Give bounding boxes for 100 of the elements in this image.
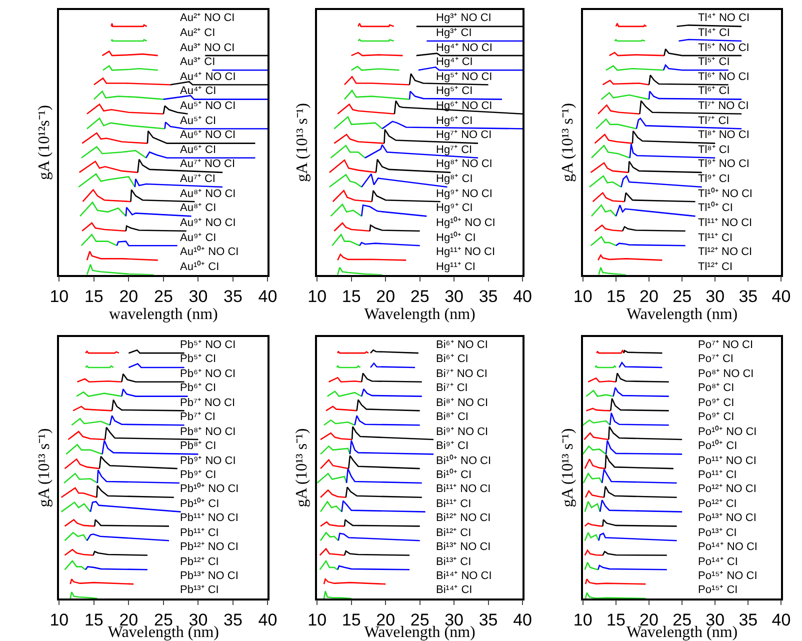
text: Pb⁷⁺ NO CI <box>180 397 236 409</box>
x-tick-label: 25 <box>154 610 173 630</box>
text: Pb¹¹⁺ CI <box>180 527 219 539</box>
text: Tl⁵⁺ NO CI <box>698 42 750 54</box>
text: Hg¹⁰⁺ CI <box>436 231 476 244</box>
text: Hg⁷⁺ CI <box>436 144 472 156</box>
x-tick-label: 10 <box>50 286 69 306</box>
x-tick-label: 35 <box>224 610 242 630</box>
x-tick-label: 30 <box>444 286 464 306</box>
x-tick-label: 15 <box>342 286 361 306</box>
x-tick-label: 25 <box>410 610 430 630</box>
x-tick-label: 15 <box>84 286 104 306</box>
text: Tl¹¹⁺ CI <box>698 232 733 244</box>
x-tick-label: 35 <box>738 610 758 630</box>
text: Bi¹³⁺ NO CI <box>436 541 491 553</box>
text: Pb¹⁰⁺ CI <box>180 497 220 510</box>
text: Tl⁹⁺ CI <box>698 173 730 185</box>
x-tick-label: 40 <box>513 286 532 306</box>
x-tick-label: 15 <box>606 610 626 630</box>
text: Pb¹³⁺ CI <box>180 584 219 596</box>
text: Bi¹³⁺ CI <box>436 556 472 568</box>
text: Po⁹⁺ CI <box>698 411 734 423</box>
text: Au⁶⁺ CI <box>180 144 216 156</box>
text: Hg⁶⁺ CI <box>436 115 473 127</box>
text: Tl⁵⁺ CI <box>698 56 730 68</box>
text: Po⁸⁺ CI <box>698 382 734 394</box>
text: Tl⁹⁺ NO CI <box>698 158 750 170</box>
text: Pb⁶⁺ CI <box>180 382 216 394</box>
text: Hg⁵⁺ CI <box>436 85 473 97</box>
text: Bi⁷⁺ CI <box>436 382 468 394</box>
text: Po¹⁰⁺ NO CI <box>698 425 757 438</box>
x-tick-label: 25 <box>672 610 692 630</box>
x-tick-label: 10 <box>308 286 327 306</box>
text: Po¹³⁺ CI <box>698 527 737 539</box>
text: Au⁶⁺ NO CI <box>180 129 236 141</box>
text: Hg³⁺ CI <box>436 27 472 39</box>
x-tick-label: 25 <box>672 286 692 306</box>
text: Hg⁹⁺ CI <box>436 202 473 214</box>
x-tick-label: 10 <box>573 610 592 630</box>
text: Po¹¹⁺ CI <box>698 469 737 481</box>
text: Pb⁵⁺ CI <box>180 353 216 365</box>
x-tick-label: 40 <box>258 610 278 630</box>
text: Po¹⁵⁺ CI <box>698 584 738 596</box>
text: Au⁸⁺ NO CI <box>180 188 236 200</box>
text: Po¹⁴⁺ NO CI <box>698 541 758 553</box>
text: Bi⁸⁺ CI <box>436 411 468 423</box>
text: Au⁹⁺ CI <box>180 232 216 244</box>
x-tick-label: 40 <box>772 610 791 630</box>
text: Tl¹²⁺ CI <box>698 261 733 273</box>
text: Pb⁸⁺ NO CI <box>180 426 236 438</box>
text: Bi¹⁰⁺ NO CI <box>436 454 492 467</box>
y-axis-title: gA (10¹³ s⁻¹) <box>36 428 53 508</box>
x-tick-label: 40 <box>513 610 532 630</box>
text: Au⁷⁺ NO CI <box>180 158 236 170</box>
text: Pb¹²⁺ CI <box>180 556 219 568</box>
series-label: Au⁵⁺ CI <box>180 115 216 127</box>
text: Hg¹¹⁺ CI <box>436 261 476 273</box>
text: Tl¹²⁺ NO CI <box>698 246 752 258</box>
text: Hg⁷⁺ NO CI <box>436 129 492 141</box>
text: Po⁷⁺ CI <box>698 353 734 365</box>
text: Po¹³⁺ NO CI <box>698 512 756 524</box>
text: Au¹⁰⁺ NO CI <box>180 245 239 258</box>
text: Hg⁶⁺ NO CI <box>436 100 492 112</box>
x-axis-title: wavelength (nm) <box>109 306 218 323</box>
text: Bi⁶⁺ NO CI <box>436 339 488 351</box>
text: Bi¹¹⁺ CI <box>436 498 472 510</box>
text: Pb¹⁰⁺ NO CI <box>180 482 239 495</box>
x-tick-label: 35 <box>478 610 498 630</box>
x-tick-label: 30 <box>188 286 208 306</box>
text: Po⁷⁺ NO CI <box>698 339 754 351</box>
x-tick-label: 20 <box>640 286 658 306</box>
x-tick-label: 40 <box>772 286 791 306</box>
text: Tl⁶⁺ CI <box>698 85 730 97</box>
text: Po¹⁵⁺ NO CI <box>698 570 758 582</box>
x-tick-label: 15 <box>84 610 104 630</box>
text: Tl⁸⁺ CI <box>698 144 730 156</box>
text: Hg¹⁰⁺ NO CI <box>436 216 496 229</box>
text: Au³⁺ CI <box>180 56 216 68</box>
text: Po¹¹⁺ NO CI <box>698 455 756 467</box>
text: Hg¹¹⁺ NO CI <box>436 246 495 258</box>
text: Au²⁺ CI <box>180 27 216 39</box>
text: Pb⁷⁺ CI <box>180 411 216 423</box>
text: Bi⁸⁺ NO CI <box>436 397 488 409</box>
y-axis-title: gA (10¹³ s⁻¹) <box>294 428 311 508</box>
text: Tl¹¹⁺ NO CI <box>698 217 752 229</box>
text: Au⁷⁺ CI <box>180 173 216 185</box>
text: Hg⁴⁺ CI <box>436 56 473 68</box>
text: Au⁹⁺ NO CI <box>180 217 236 229</box>
text: Pb⁹⁺ CI <box>180 469 216 481</box>
x-tick-label: 20 <box>376 286 396 306</box>
text: Bi¹¹⁺ NO CI <box>436 483 491 495</box>
text: Tl⁷⁺ CI <box>698 115 730 127</box>
text: Bi¹⁴⁺ CI <box>436 584 472 596</box>
x-tick-label: 15 <box>606 286 626 306</box>
series-label: Au⁴⁺ NO CI <box>180 71 236 83</box>
text: Au²⁺ NO CI <box>180 12 235 24</box>
series-label: Au⁴⁺ CI <box>180 85 216 97</box>
text: Tl⁷⁺ NO CI <box>698 100 749 112</box>
x-tick-label: 35 <box>478 286 498 306</box>
text: Pb¹³⁺ NO CI <box>180 570 238 582</box>
